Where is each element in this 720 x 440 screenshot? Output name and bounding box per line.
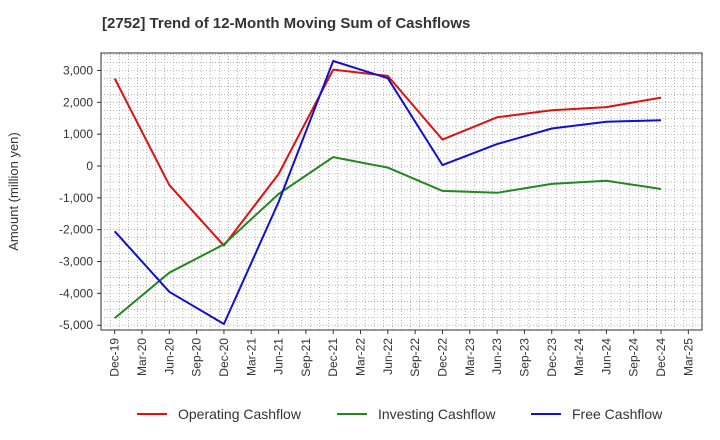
y-tick-label: 3,000 xyxy=(63,64,93,78)
y-tick-label: 2,000 xyxy=(63,95,93,109)
x-tick-label: Sep-23 xyxy=(517,338,531,377)
x-tick-label: Sep-24 xyxy=(627,338,641,377)
x-tick-label: Dec-19 xyxy=(108,338,122,377)
x-tick-label: Dec-20 xyxy=(217,338,231,377)
y-tick-label: -5,000 xyxy=(59,318,93,332)
x-tick-label: Mar-24 xyxy=(572,338,586,376)
x-tick-label: Jun-24 xyxy=(599,338,613,375)
x-tick-label: Mar-23 xyxy=(463,338,477,376)
y-tick-label: 1,000 xyxy=(63,127,93,141)
x-tick-label: Dec-21 xyxy=(326,338,340,377)
x-tick-label: Sep-22 xyxy=(408,338,422,377)
x-tick-label: Dec-22 xyxy=(435,338,449,377)
x-tick-label: Dec-24 xyxy=(654,338,668,377)
legend-label-operating-cashflow: Operating Cashflow xyxy=(178,406,302,422)
series-line-operating-cashflow xyxy=(113,68,662,247)
x-tick-label: Jun-22 xyxy=(381,338,395,375)
plot-area-frame xyxy=(100,52,703,331)
series-line-investing-cashflow xyxy=(114,156,662,319)
x-tick-label: Sep-21 xyxy=(299,338,313,377)
x-tick-label: Jun-20 xyxy=(162,338,176,375)
grid-lines xyxy=(101,53,702,330)
y-axis-title: Amount (million yen) xyxy=(6,132,21,251)
x-tick-label: Mar-25 xyxy=(681,338,695,376)
y-axis-ticks: 3,000 2,000 1,000 0 -1,000 -2,000 -3,000 -4,000… xyxy=(59,64,101,332)
x-tick-label: Mar-22 xyxy=(354,338,368,376)
y-tick-label: -1,000 xyxy=(59,191,93,205)
legend: Operating Cashflow Investing Cashflow Free… xyxy=(137,406,663,422)
x-tick-label: Mar-20 xyxy=(135,338,149,376)
x-axis-ticks: Dec-19 Mar-20 Jun-20 Sep-20 Dec-20 Mar-21 Jun-… xyxy=(108,330,695,377)
y-tick-label: -4,000 xyxy=(59,286,93,300)
legend-label-investing-cashflow: Investing Cashflow xyxy=(378,406,496,422)
y-tick-label: -2,000 xyxy=(59,223,93,237)
x-tick-label: Jun-23 xyxy=(490,338,504,375)
y-tick-label: -3,000 xyxy=(59,255,93,269)
y-tick-label: 0 xyxy=(86,159,93,173)
legend-label-free-cashflow: Free Cashflow xyxy=(572,406,663,422)
x-tick-label: Dec-23 xyxy=(545,338,559,377)
series-line-free-cashflow xyxy=(113,60,662,325)
chart-title: [2752] Trend of 12-Month Moving Sum of C… xyxy=(102,15,471,32)
x-tick-label: Mar-21 xyxy=(244,338,258,376)
x-tick-label: Jun-21 xyxy=(272,338,286,375)
series-lines xyxy=(113,60,662,325)
x-tick-label: Sep-20 xyxy=(190,338,204,377)
